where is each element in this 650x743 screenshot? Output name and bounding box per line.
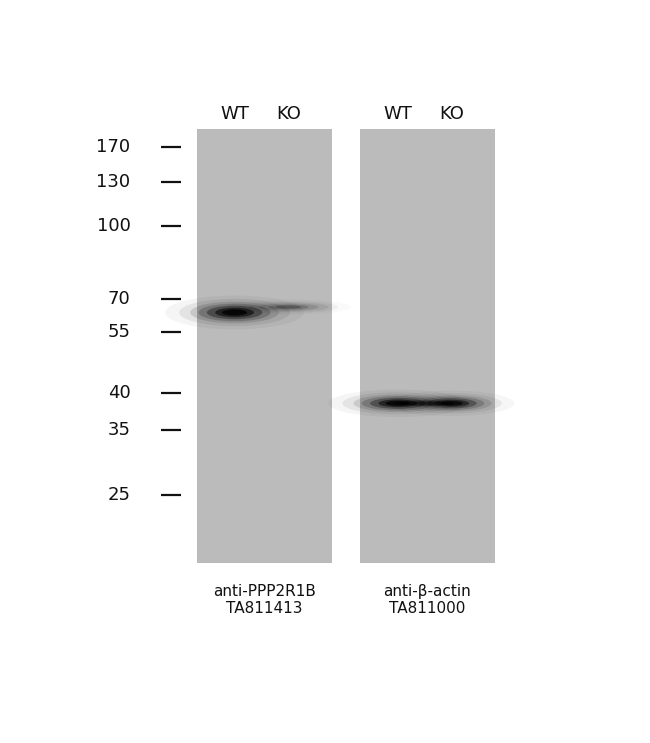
Ellipse shape bbox=[354, 395, 442, 412]
Ellipse shape bbox=[190, 302, 279, 323]
Text: TA811413: TA811413 bbox=[226, 601, 302, 617]
Ellipse shape bbox=[395, 400, 454, 406]
Text: 55: 55 bbox=[108, 322, 131, 341]
Text: 100: 100 bbox=[97, 217, 131, 236]
Ellipse shape bbox=[222, 309, 247, 316]
Ellipse shape bbox=[395, 401, 454, 406]
Text: KO: KO bbox=[276, 105, 301, 123]
Ellipse shape bbox=[362, 396, 434, 410]
Ellipse shape bbox=[276, 305, 301, 308]
Ellipse shape bbox=[215, 308, 254, 317]
Bar bbox=[360, 129, 495, 562]
Text: anti-β-actin: anti-β-actin bbox=[384, 584, 471, 599]
Text: anti-PPP2R1B: anti-PPP2R1B bbox=[213, 584, 316, 599]
Ellipse shape bbox=[402, 393, 502, 414]
Text: KO: KO bbox=[439, 105, 464, 123]
Text: 40: 40 bbox=[108, 384, 131, 402]
Ellipse shape bbox=[441, 401, 463, 406]
Text: TA811000: TA811000 bbox=[389, 601, 465, 617]
Ellipse shape bbox=[411, 395, 492, 412]
Ellipse shape bbox=[419, 397, 484, 410]
Ellipse shape bbox=[343, 392, 453, 415]
Bar bbox=[197, 129, 332, 562]
Text: WT: WT bbox=[384, 105, 412, 123]
Text: 130: 130 bbox=[96, 172, 131, 190]
Ellipse shape bbox=[248, 302, 328, 312]
Ellipse shape bbox=[207, 305, 263, 319]
Text: 35: 35 bbox=[108, 421, 131, 439]
Ellipse shape bbox=[378, 400, 417, 407]
Text: 25: 25 bbox=[108, 486, 131, 504]
Ellipse shape bbox=[385, 400, 410, 406]
Text: 170: 170 bbox=[96, 138, 131, 156]
Ellipse shape bbox=[198, 304, 270, 321]
Ellipse shape bbox=[179, 299, 290, 326]
Ellipse shape bbox=[268, 305, 309, 310]
Ellipse shape bbox=[395, 402, 454, 404]
Text: 70: 70 bbox=[108, 290, 131, 308]
Ellipse shape bbox=[259, 303, 318, 311]
Ellipse shape bbox=[426, 398, 476, 409]
Ellipse shape bbox=[434, 400, 469, 407]
Text: WT: WT bbox=[220, 105, 249, 123]
Ellipse shape bbox=[370, 398, 426, 409]
